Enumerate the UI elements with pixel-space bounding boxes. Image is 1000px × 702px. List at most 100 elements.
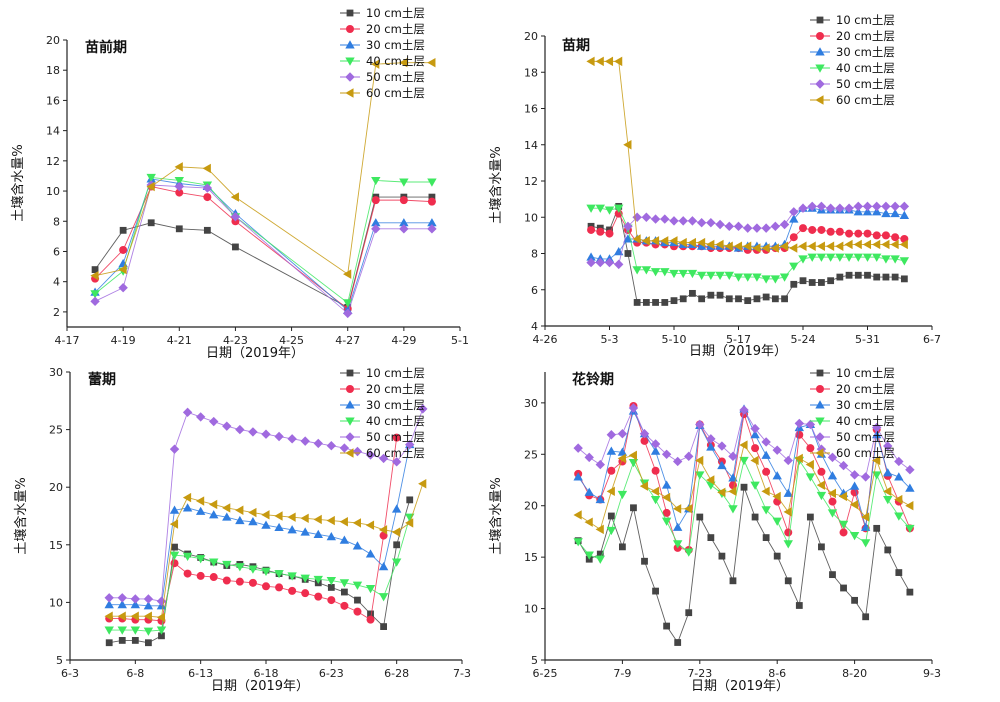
data-point xyxy=(235,515,245,525)
panel-title: 苗期 xyxy=(562,37,590,54)
data-point xyxy=(248,578,257,587)
data-point xyxy=(117,593,127,603)
data-point xyxy=(805,419,816,430)
data-point xyxy=(352,518,361,528)
series-60cm xyxy=(586,56,908,253)
data-point xyxy=(816,201,827,212)
x-tick-label: 6-25 xyxy=(533,667,558,680)
series-60cm xyxy=(90,57,436,281)
data-point xyxy=(771,295,779,303)
data-point xyxy=(761,486,770,497)
data-point xyxy=(679,295,687,303)
legend-marker xyxy=(345,72,355,82)
data-point xyxy=(669,269,679,279)
data-point xyxy=(751,444,760,453)
data-point xyxy=(652,299,659,306)
data-point xyxy=(339,517,348,527)
data-point xyxy=(169,444,180,454)
data-point xyxy=(427,218,437,227)
data-point xyxy=(684,504,693,514)
data-point xyxy=(195,412,206,422)
x-tick-label: 5-3 xyxy=(601,333,619,346)
data-point xyxy=(209,499,218,510)
data-point xyxy=(872,422,882,433)
legend-label: 20 cm土层 xyxy=(366,382,425,396)
data-point xyxy=(641,266,652,275)
data-point xyxy=(672,456,683,467)
legend-label: 10 cm土层 xyxy=(836,13,895,27)
data-point xyxy=(899,210,910,219)
x-tick-label: 5-24 xyxy=(791,333,816,346)
x-tick-label: 4-23 xyxy=(223,334,248,347)
y-axis-label: 土壤含水量% xyxy=(488,146,504,223)
data-point xyxy=(183,569,192,578)
data-point xyxy=(209,573,218,582)
data-point xyxy=(287,572,297,581)
data-point xyxy=(808,225,817,234)
x-tick-label: 4-29 xyxy=(391,334,416,347)
data-point xyxy=(733,221,744,232)
data-point xyxy=(300,436,310,446)
data-point xyxy=(779,241,789,251)
data-point xyxy=(650,486,660,497)
data-point xyxy=(818,279,825,286)
data-point xyxy=(235,505,244,515)
x-tick-label: 5-31 xyxy=(855,333,880,346)
series-line xyxy=(94,196,432,309)
data-point xyxy=(391,457,402,467)
legend-label: 60 cm土层 xyxy=(836,93,895,107)
legend-marker xyxy=(815,64,825,73)
data-point xyxy=(881,231,890,240)
data-point xyxy=(762,293,770,301)
legend-marker xyxy=(816,32,824,40)
legend-marker xyxy=(345,40,355,49)
data-point xyxy=(182,552,193,562)
data-point xyxy=(650,496,661,505)
y-tick-label: 30 xyxy=(524,397,538,410)
data-point xyxy=(672,522,683,531)
data-point xyxy=(799,277,807,285)
data-point xyxy=(405,439,415,450)
legend-marker xyxy=(346,25,354,33)
data-point xyxy=(353,607,362,616)
data-point xyxy=(595,459,605,470)
data-point xyxy=(633,299,641,306)
data-point xyxy=(380,623,387,630)
data-point xyxy=(794,418,805,429)
data-point xyxy=(352,446,363,457)
series-50cm xyxy=(573,403,915,482)
legend-label: 60 cm土层 xyxy=(366,86,425,100)
data-point xyxy=(895,569,903,576)
data-point xyxy=(816,253,827,262)
data-point xyxy=(838,491,848,502)
data-point xyxy=(156,596,167,606)
legend-label: 60 cm土层 xyxy=(366,446,425,460)
data-point xyxy=(222,512,232,521)
data-point xyxy=(628,403,639,413)
data-point xyxy=(761,223,771,233)
y-tick-label: 14 xyxy=(524,139,538,152)
legend-marker xyxy=(346,385,354,393)
data-point xyxy=(669,216,679,226)
data-point xyxy=(427,224,437,234)
x-tick-label: 5-1 xyxy=(451,334,469,347)
data-point xyxy=(275,583,284,592)
data-point xyxy=(715,219,725,230)
data-point xyxy=(573,472,583,481)
data-point xyxy=(119,245,128,254)
data-point xyxy=(595,257,605,268)
series-50cm xyxy=(104,404,428,606)
data-point xyxy=(274,431,284,442)
data-point xyxy=(761,275,771,284)
data-point xyxy=(900,275,908,283)
data-point xyxy=(849,499,859,510)
data-point xyxy=(661,517,672,526)
x-tick-label: 6-23 xyxy=(319,667,344,680)
data-point xyxy=(807,201,817,212)
data-point xyxy=(104,593,114,603)
data-point xyxy=(274,570,284,579)
data-point xyxy=(104,611,113,621)
data-point xyxy=(873,524,881,532)
legend: 10 cm土层 20 cm土层 30 cm土层 40 cm土层 50 cm土层 60 cm… xyxy=(340,366,425,460)
data-point xyxy=(90,290,100,299)
